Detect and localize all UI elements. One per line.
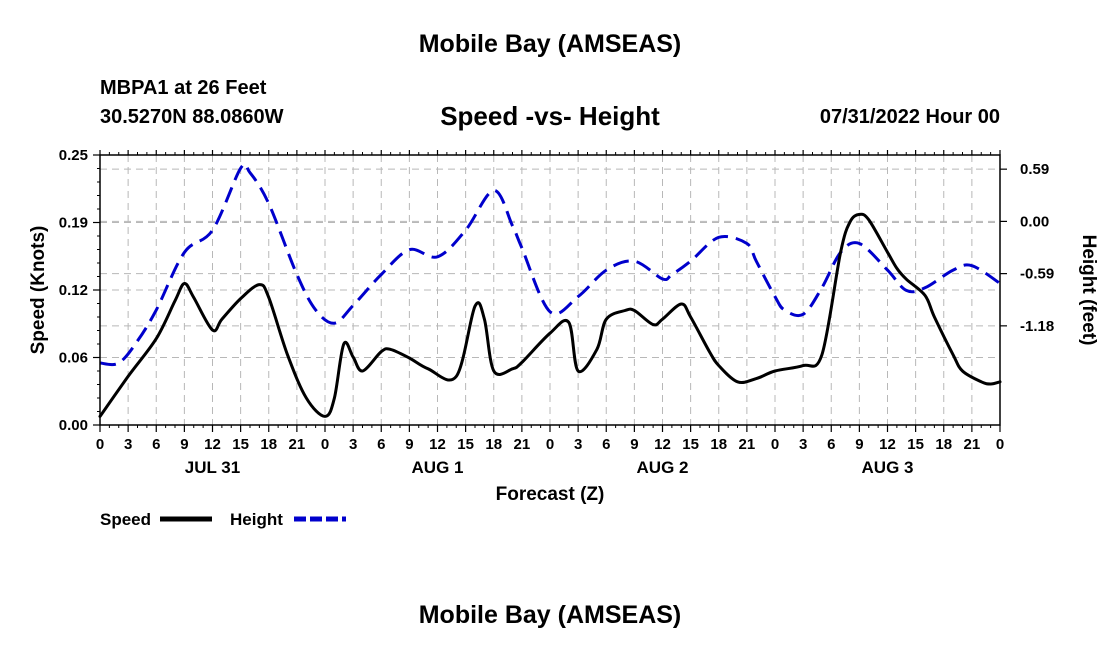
series-speed-line — [98, 212, 1002, 418]
x-tick-label: 3 — [349, 436, 357, 453]
ticks: 0 3 6 9 12 15 18 21 0 3 6 9 12 15 18 21 0 3 6 9 12 15 18 21 0 3 6 9… — [59, 147, 1054, 477]
y-tick-label-right: 0.00 — [1020, 213, 1049, 230]
y-axis-title-right: Height (feet) — [1078, 235, 1099, 346]
y-tick-label-right: 0.59 — [1020, 161, 1049, 178]
day-label: JUL 31 — [185, 458, 240, 477]
x-tick-label: 15 — [232, 436, 249, 453]
y-tick-label-right: -0.59 — [1020, 266, 1054, 283]
coords-label: 30.5270N 88.0860W — [100, 106, 284, 128]
x-tick-label: 9 — [855, 436, 863, 453]
grid — [100, 155, 1000, 425]
legend: Speed Height — [100, 510, 346, 529]
x-tick-label: 3 — [574, 436, 582, 453]
x-tick-label: 6 — [152, 436, 160, 453]
x-tick-label: 18 — [260, 436, 277, 453]
x-tick-label: 21 — [289, 436, 306, 453]
x-tick-label: 9 — [630, 436, 638, 453]
x-tick-label: 12 — [204, 436, 221, 453]
x-tick-label: 18 — [485, 436, 502, 453]
x-tick-label: 15 — [907, 436, 924, 453]
series-layer — [98, 162, 1002, 418]
y-tick-label-right: -1.18 — [1020, 318, 1054, 335]
chart-title: Speed -vs- Height — [440, 101, 660, 131]
x-tick-label: 18 — [935, 436, 952, 453]
day-label: AUG 2 — [637, 458, 689, 477]
x-tick-label: 21 — [739, 436, 756, 453]
timestamp-label: 07/31/2022 Hour 00 — [819, 106, 1000, 128]
x-tick-label: 12 — [879, 436, 896, 453]
x-tick-label: 12 — [654, 436, 671, 453]
x-axis-title: Forecast (Z) — [496, 484, 605, 505]
y-tick-label-left: 0.12 — [59, 282, 88, 299]
y-axis-title-left: Speed (Knots) — [28, 226, 49, 355]
x-tick-label: 0 — [546, 436, 554, 453]
x-tick-label: 0 — [771, 436, 779, 453]
y-tick-label-left: 0.25 — [59, 147, 88, 164]
x-tick-label: 15 — [682, 436, 699, 453]
y-tick-label-left: 0.19 — [59, 215, 88, 232]
x-tick-label: 3 — [799, 436, 807, 453]
x-tick-label: 6 — [827, 436, 835, 453]
x-tick-label: 21 — [514, 436, 531, 453]
station-label: MBPA1 at 26 Feet — [100, 77, 267, 99]
y-tick-label-left: 0.06 — [59, 350, 88, 367]
legend-label-speed: Speed — [100, 510, 151, 529]
x-tick-label: 18 — [710, 436, 727, 453]
footer-title: Mobile Bay (AMSEAS) — [418, 601, 682, 629]
day-label: AUG 1 — [412, 458, 464, 477]
x-tick-label: 6 — [377, 436, 385, 453]
legend-label-height: Height — [230, 510, 283, 529]
super-title: Mobile Bay (AMSEAS) — [418, 30, 682, 58]
x-tick-label: 0 — [996, 436, 1004, 453]
x-tick-label: 12 — [429, 436, 446, 453]
x-tick-label: 3 — [124, 436, 132, 453]
x-tick-label: 21 — [964, 436, 981, 453]
day-label: AUG 3 — [862, 458, 914, 477]
x-tick-label: 0 — [321, 436, 329, 453]
x-tick-label: 0 — [96, 436, 104, 453]
x-tick-label: 9 — [180, 436, 188, 453]
x-tick-label: 15 — [457, 436, 474, 453]
x-tick-label: 6 — [602, 436, 610, 453]
x-tick-label: 9 — [405, 436, 413, 453]
y-tick-label-left: 0.00 — [59, 417, 88, 434]
